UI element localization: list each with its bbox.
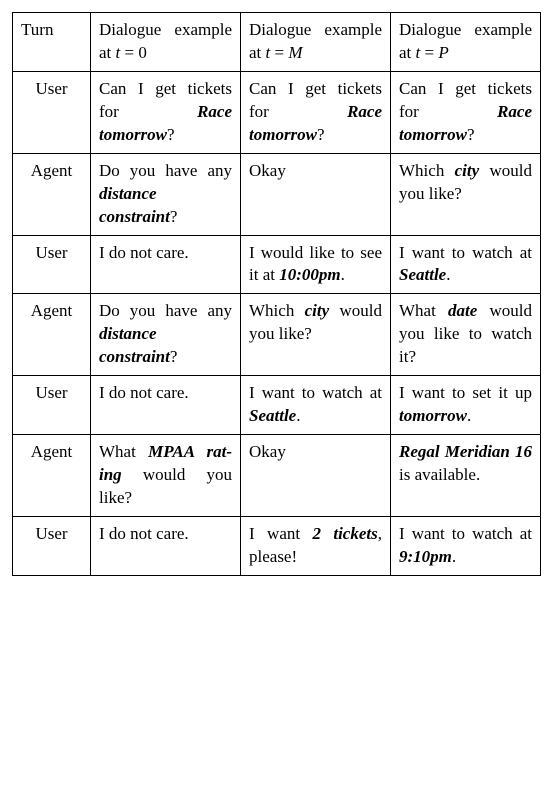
table-row: User Can I get tickets for Race tomorrow… — [13, 71, 541, 153]
turn-cell: User — [13, 235, 91, 294]
table-row: Agent Do you have any distance constrain… — [13, 153, 541, 235]
cell: I do not care. — [91, 235, 241, 294]
cell: Do you have any distance constraint? — [91, 294, 241, 376]
table-row: Agent Do you have any distance constrain… — [13, 294, 541, 376]
cell: Can I get tickets for Race tomorrow? — [241, 71, 391, 153]
turn-cell: Agent — [13, 435, 91, 517]
cell: I do not care. — [91, 516, 241, 575]
cell: Can I get tickets for Race tomorrow? — [391, 71, 541, 153]
cell: What date would you like to watch it? — [391, 294, 541, 376]
turn-cell: Agent — [13, 294, 91, 376]
cell: I want to set it up tomor­row. — [391, 376, 541, 435]
col-header-tP: Dialogue example at t = P — [391, 13, 541, 72]
cell: Regal Merid­ian 16 is available. — [391, 435, 541, 517]
turn-cell: User — [13, 516, 91, 575]
col-header-turn: Turn — [13, 13, 91, 72]
cell: Okay — [241, 153, 391, 235]
cell: I want to watch at Seattle. — [391, 235, 541, 294]
cell: Do you have any distance constraint? — [91, 153, 241, 235]
table-row: User I do not care. I want 2 tickets, pl… — [13, 516, 541, 575]
cell: I want 2 tickets, please! — [241, 516, 391, 575]
table-header-row: Turn Dialogue example at t = 0 Dialogue … — [13, 13, 541, 72]
cell: Okay — [241, 435, 391, 517]
turn-cell: User — [13, 71, 91, 153]
col-header-t0: Dialogue example at t = 0 — [91, 13, 241, 72]
table-row: User I do not care. I would like to see … — [13, 235, 541, 294]
cell: I do not care. — [91, 376, 241, 435]
cell: What MPAA rat­ing would you like? — [91, 435, 241, 517]
dialogue-table: Turn Dialogue example at t = 0 Dialogue … — [12, 12, 541, 576]
table-row: Agent What MPAA rat­ing would you like? … — [13, 435, 541, 517]
table-row: User I do not care. I want to watch at S… — [13, 376, 541, 435]
cell: Can I get tickets for Race tomorrow? — [91, 71, 241, 153]
turn-cell: User — [13, 376, 91, 435]
cell: Which city would you like? — [391, 153, 541, 235]
turn-cell: Agent — [13, 153, 91, 235]
cell: Which city would you like? — [241, 294, 391, 376]
cell: I want to watch at 9:10pm. — [391, 516, 541, 575]
cell: I want to watch at Seattle. — [241, 376, 391, 435]
cell: I would like to see it at 10:00pm. — [241, 235, 391, 294]
col-header-tM: Dialogue example at t = M — [241, 13, 391, 72]
